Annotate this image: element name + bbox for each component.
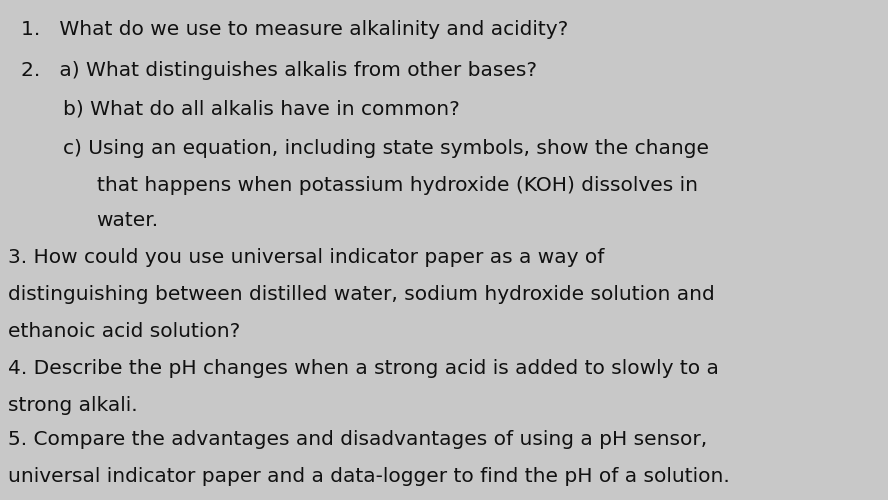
Text: that happens when potassium hydroxide (KOH) dissolves in: that happens when potassium hydroxide (K… [97,176,697,195]
Text: 2.   a) What distinguishes alkalis from other bases?: 2. a) What distinguishes alkalis from ot… [21,61,537,80]
Text: 4. Describe the pH changes when a strong acid is added to slowly to a: 4. Describe the pH changes when a strong… [8,358,719,378]
Text: strong alkali.: strong alkali. [8,396,138,414]
Text: distinguishing between distilled water, sodium hydroxide solution and: distinguishing between distilled water, … [8,285,715,304]
Text: 3. How could you use universal indicator paper as a way of: 3. How could you use universal indicator… [8,248,605,267]
Text: 5. Compare the advantages and disadvantages of using a pH sensor,: 5. Compare the advantages and disadvanta… [8,430,708,450]
Text: water.: water. [97,211,159,230]
Text: ethanoic acid solution?: ethanoic acid solution? [8,322,241,340]
Text: universal indicator paper and a data-logger to find the pH of a solution.: universal indicator paper and a data-log… [8,468,730,486]
Text: c) Using an equation, including state symbols, show the change: c) Using an equation, including state sy… [63,139,709,158]
Text: 1.   What do we use to measure alkalinity and acidity?: 1. What do we use to measure alkalinity … [21,20,568,38]
Text: b) What do all alkalis have in common?: b) What do all alkalis have in common? [63,100,460,119]
